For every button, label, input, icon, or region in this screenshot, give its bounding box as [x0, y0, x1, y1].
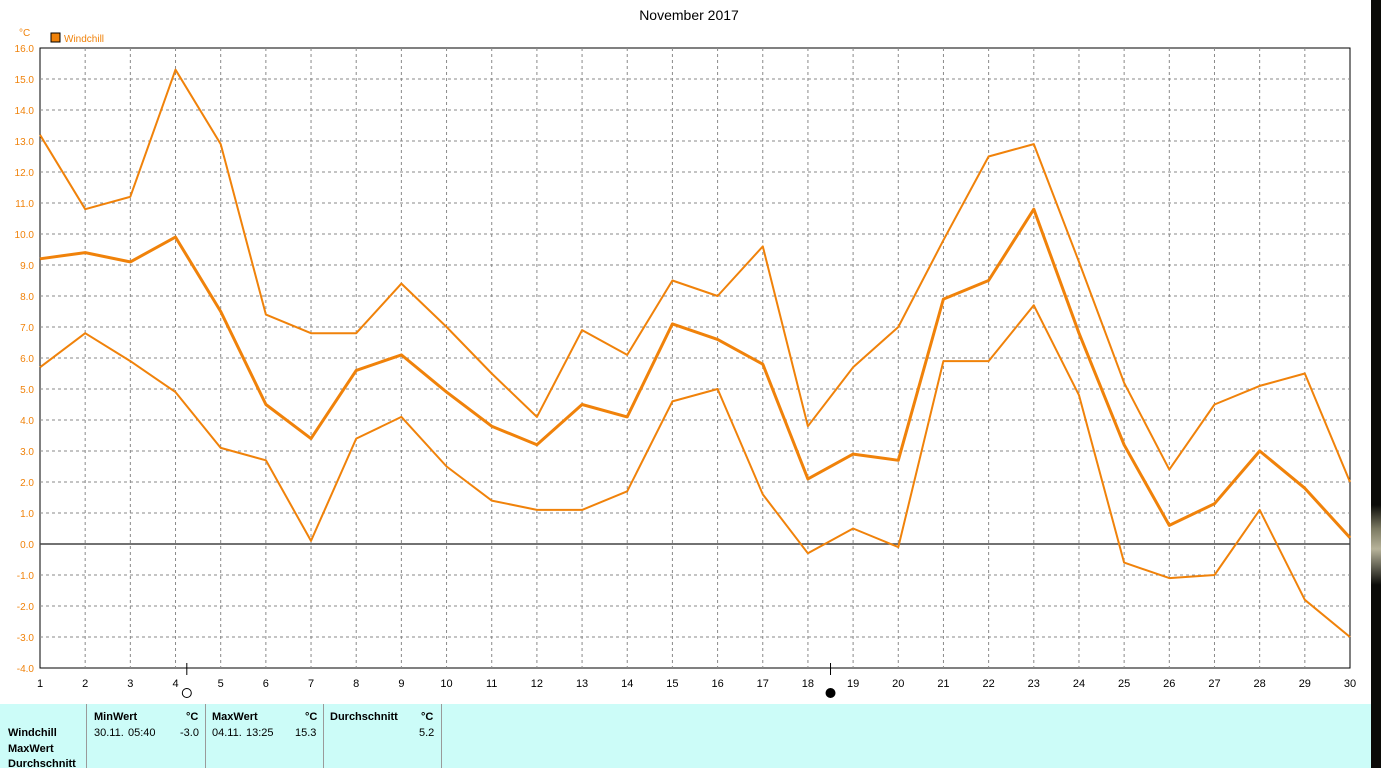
x-tick-label: 12: [531, 678, 543, 690]
x-tick-label: 23: [1028, 678, 1040, 690]
y-tick-labels: 16.0 15.0 14.0 13.0 12.0 11.0 10.0 9.0 8.0 7.0 6.0…: [15, 44, 35, 675]
avg-unit: °C: [421, 711, 434, 723]
y-tick-label: 5.0: [20, 385, 34, 396]
x-tick-label: 20: [892, 678, 904, 690]
avg-header: Durchschnitt: [330, 711, 398, 723]
column-divider: [441, 704, 442, 768]
min-time: 05:40: [128, 727, 156, 739]
full-moon-icon: [181, 688, 192, 698]
y-tick-label: 7.0: [20, 323, 34, 334]
y-tick-label: 12.0: [15, 168, 35, 179]
photo-detail: [1371, 505, 1381, 585]
column-divider: [323, 704, 324, 768]
max-value: 15.3: [295, 727, 317, 739]
x-tick-label: 17: [757, 678, 769, 690]
series-line-min: [39, 304, 1351, 638]
y-tick-label: -4.0: [17, 664, 35, 675]
y-tick-label: 15.0: [15, 75, 35, 86]
x-tick-label: 14: [621, 678, 633, 690]
y-tick-label: 14.0: [15, 106, 35, 117]
legend-swatch: [50, 32, 61, 43]
chart: November 2017 °C Windchill 16.015.014.01…: [15, 7, 1356, 698]
new-moon-icon: [825, 688, 836, 698]
x-tick-label: 2: [82, 678, 88, 690]
y-tick-label: -1.0: [17, 571, 35, 582]
x-tick-label: 27: [1208, 678, 1220, 690]
y-tick-label: 9.0: [20, 261, 34, 272]
x-tick-label: 10: [440, 678, 452, 690]
row-label-maxwert: MaxWert: [8, 743, 54, 755]
x-tick-label: 28: [1254, 678, 1266, 690]
x-tick-label: 11: [486, 678, 497, 690]
x-tick-labels: 1 2 3 4 5 6 7 8 9 10 11 12 13 14 15 16 17 18 19 20 21 22 23 24 2…: [37, 678, 1356, 690]
x-tick-label: 19: [847, 678, 859, 690]
max-date: 04.11.: [212, 727, 242, 739]
x-tick-label: 3: [127, 678, 133, 690]
min-unit: °C: [186, 711, 199, 723]
y-tick-label: 4.0: [20, 416, 34, 427]
x-tick-label: 18: [802, 678, 814, 690]
y-tick-label: 10.0: [15, 230, 35, 241]
x-tick-label: 9: [398, 678, 404, 690]
y-tick-label: 13.0: [15, 137, 35, 148]
background-photo-strip: [1371, 0, 1381, 768]
max-header: MaxWert: [212, 711, 258, 723]
y-tick-label: -2.0: [17, 602, 35, 613]
max-time: 13:25: [246, 727, 274, 739]
y-tick-label: 1.0: [20, 509, 34, 520]
series-line-max: [39, 68, 1351, 483]
row-label-durchschnitt: Durchschnitt: [8, 758, 76, 770]
y-tick-label: 11.0: [15, 199, 34, 210]
min-date: 30.11.: [94, 727, 124, 739]
x-tick-label: 15: [666, 678, 678, 690]
x-tick-label: 1: [37, 678, 43, 690]
moon-phases: [181, 663, 836, 698]
avg-value: 5.2: [419, 727, 435, 739]
column-divider: [205, 704, 206, 768]
series-lines: [39, 68, 1352, 638]
row-label-windchill: Windchill: [8, 727, 57, 739]
y-tick-label: 0.0: [20, 540, 34, 551]
x-tick-label: 30: [1344, 678, 1356, 690]
y-unit-label: °C: [19, 28, 30, 39]
x-tick-label: 16: [711, 678, 723, 690]
legend-label: Windchill: [64, 34, 104, 45]
x-tick-label: 24: [1073, 678, 1085, 690]
x-tick-label: 26: [1163, 678, 1175, 690]
x-tick-label: 7: [308, 678, 314, 690]
y-tick-label: 16.0: [15, 44, 35, 55]
grid: [39, 47, 1351, 669]
stats-panel: Windchill MaxWert Durchschnitt MinWert °…: [0, 704, 1371, 770]
x-tick-label: 8: [353, 678, 359, 690]
y-tick-label: 6.0: [20, 354, 34, 365]
x-tick-label: 29: [1299, 678, 1311, 690]
min-value: -3.0: [180, 727, 199, 739]
y-tick-label: -3.0: [17, 633, 35, 644]
chart-title: November 2017: [639, 7, 739, 23]
x-tick-label: 22: [982, 678, 994, 690]
y-tick-label: 2.0: [20, 478, 34, 489]
x-tick-label: 25: [1118, 678, 1130, 690]
x-tick-label: 21: [937, 678, 949, 690]
series-line-avg: [39, 207, 1352, 539]
min-header: MinWert: [94, 711, 138, 723]
x-tick-label: 13: [576, 678, 588, 690]
y-tick-label: 3.0: [20, 447, 34, 458]
max-unit: °C: [305, 711, 318, 723]
x-tick-label: 6: [263, 678, 269, 690]
column-divider: [86, 704, 87, 768]
x-tick-label: 5: [218, 678, 224, 690]
y-tick-label: 8.0: [20, 292, 34, 303]
x-tick-label: 4: [172, 678, 178, 690]
